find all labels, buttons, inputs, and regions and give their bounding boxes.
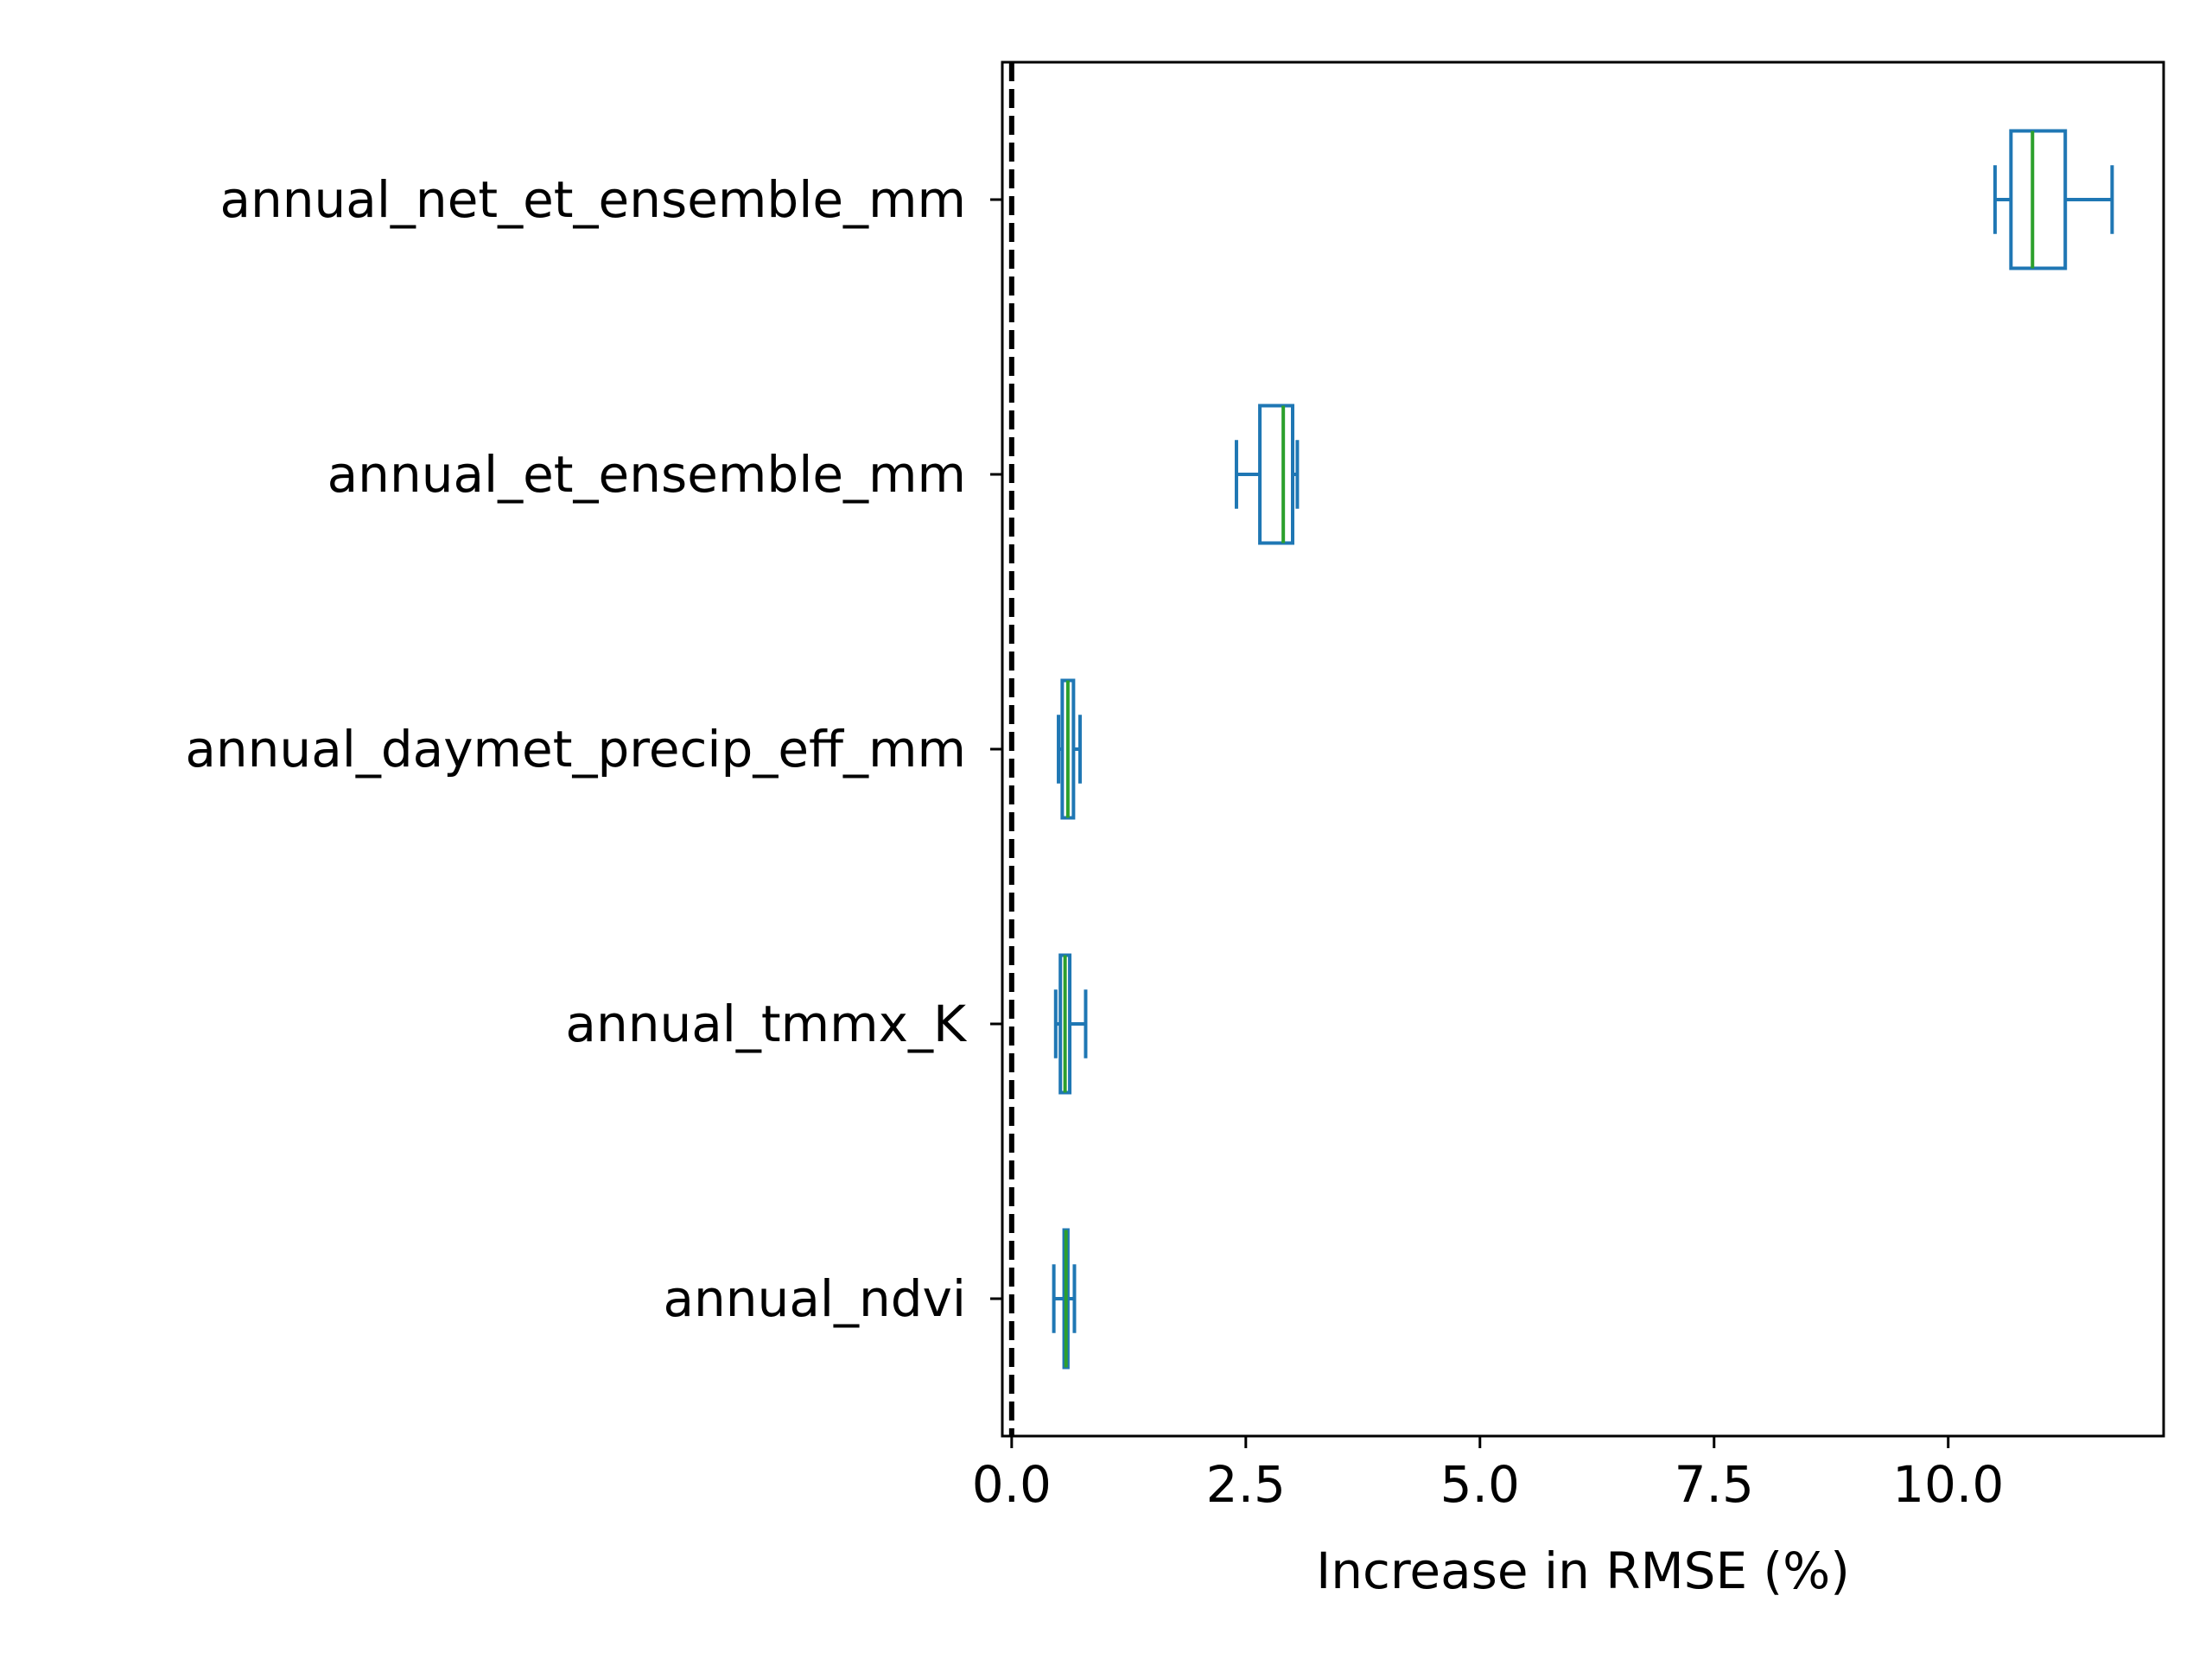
box-annual_et_ensemble_mm bbox=[1234, 404, 1300, 545]
x-axis-label: Increase in RMSE (%) bbox=[1316, 1541, 1850, 1600]
iqr-box bbox=[2009, 129, 2068, 270]
box-annual_ndvi bbox=[1052, 1228, 1077, 1370]
x-tick-label: 0.0 bbox=[972, 1455, 1052, 1514]
y-axis: annual_net_et_ensemble_mm annual_et_ensem… bbox=[185, 170, 1002, 1328]
x-tick-label: 7.5 bbox=[1675, 1455, 1754, 1514]
x-tick-label: 5.0 bbox=[1440, 1455, 1520, 1514]
plot-area bbox=[1002, 62, 2164, 1436]
x-tick-label: 2.5 bbox=[1206, 1455, 1286, 1514]
y-tick-label: annual_net_et_ensemble_mm bbox=[219, 170, 966, 229]
box-annual_daymet_precip_eff_mm bbox=[1057, 678, 1082, 820]
box-annual_tmmx_K bbox=[1053, 953, 1088, 1095]
box-annual_net_et_ensemble_mm bbox=[1993, 129, 2114, 270]
y-tick-label: annual_et_ensemble_mm bbox=[327, 445, 966, 504]
y-tick-label: annual_ndvi bbox=[664, 1269, 967, 1328]
x-axis: 0.0 2.5 5.0 7.5 10.0 bbox=[972, 1436, 2004, 1514]
y-tick-label: annual_daymet_precip_eff_mm bbox=[185, 720, 966, 779]
boxes-layer bbox=[1052, 129, 2114, 1370]
x-tick-label: 10.0 bbox=[1892, 1455, 2004, 1514]
iqr-box bbox=[1258, 404, 1295, 545]
y-tick-label: annual_tmmx_K bbox=[565, 995, 968, 1053]
